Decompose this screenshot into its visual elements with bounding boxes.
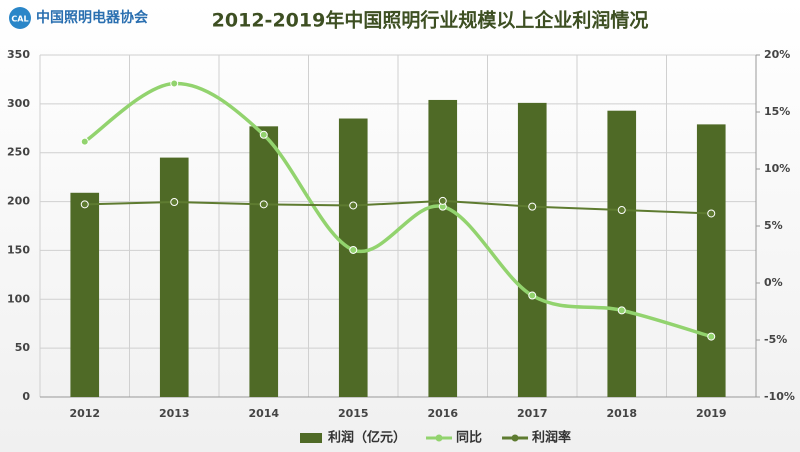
bar [607, 110, 637, 397]
x-tick-label: 2017 [517, 407, 548, 420]
y-tick-label: 50 [15, 341, 31, 354]
legend-swatch-marker [435, 434, 443, 442]
y-tick-label: 300 [7, 97, 30, 110]
y-tick-label: 250 [7, 146, 30, 159]
y-tick-label: 100 [7, 292, 30, 305]
line-marker [707, 332, 716, 341]
y2-tick-label: -5% [764, 333, 787, 346]
legend-swatch-marker [511, 434, 519, 442]
y2-tick-label: -10% [764, 390, 795, 403]
y-tick-label: 150 [7, 243, 30, 256]
x-tick-label: 2019 [696, 407, 727, 420]
line-marker [259, 200, 268, 209]
line-marker [80, 137, 89, 146]
x-tick-label: 2018 [606, 407, 637, 420]
bar [428, 99, 458, 397]
line-marker [80, 200, 89, 209]
line-marker [707, 209, 716, 218]
y2-tick-label: 20% [764, 48, 790, 61]
y2-tick-label: 10% [764, 162, 790, 175]
line-marker [170, 79, 179, 88]
line [84, 199, 712, 215]
bar [159, 157, 189, 397]
y-tick-label: 350 [7, 48, 30, 61]
y2-tick-label: 15% [764, 105, 790, 118]
legend-swatch [300, 433, 322, 443]
y2-tick-label: 0% [764, 276, 783, 289]
bar [338, 118, 368, 397]
y-tick-label: 200 [7, 195, 30, 208]
x-tick-label: 2014 [248, 407, 279, 420]
line-marker [438, 196, 447, 205]
line-marker [528, 291, 537, 300]
legend-label: 同比 [456, 430, 482, 446]
bar [696, 124, 726, 398]
line-marker [349, 245, 358, 254]
line-marker [617, 206, 626, 215]
x-tick-label: 2016 [427, 407, 458, 420]
logo-circle [9, 7, 31, 29]
x-tick-label: 2013 [159, 407, 190, 420]
bar [70, 192, 100, 397]
line [83, 81, 712, 339]
legend-label: 利润率 [532, 430, 571, 446]
x-tick-label: 2015 [338, 407, 369, 420]
bar [517, 102, 547, 397]
line-marker [528, 202, 537, 211]
line-marker [170, 198, 179, 207]
x-tick-label: 2012 [69, 407, 100, 420]
logo-mark: CAL [11, 15, 28, 24]
legend-label: 利润（亿元） [328, 430, 406, 446]
line-marker [259, 130, 268, 139]
y2-tick-label: 5% [764, 219, 783, 232]
bar [249, 126, 279, 398]
line-marker [617, 306, 626, 315]
chart-title: 2012-2019年中国照明行业规模以上企业利润情况 [212, 9, 649, 32]
line-marker [349, 201, 358, 210]
y-tick-label: 0 [22, 390, 30, 403]
logo-text: 中国照明电器协会 [36, 9, 149, 26]
